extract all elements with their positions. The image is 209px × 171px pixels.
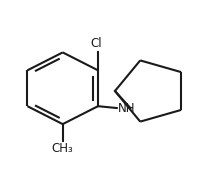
Text: CH₃: CH₃	[52, 142, 74, 155]
Text: Cl: Cl	[90, 37, 102, 50]
Text: NH: NH	[118, 102, 135, 115]
